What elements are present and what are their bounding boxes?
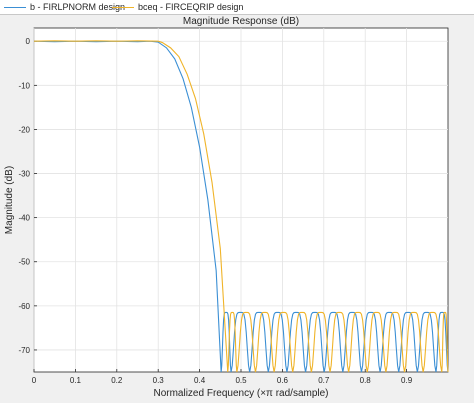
legend-label-b: b - FIRLPNORM design [30,2,126,12]
series-line-b [33,40,449,373]
legend: b - FIRLPNORM design bceq - FIRCEQRIP de… [0,0,474,15]
y-axis-label: Magnitude (dB) [4,166,15,234]
legend-swatch-b [4,6,26,8]
legend-item-b[interactable]: b - FIRLPNORM design [4,1,125,13]
y-tick-label: -70 [18,346,30,355]
x-tick-label: 0.8 [360,376,372,385]
y-tick-label: 0 [26,37,31,46]
legend-item-bceq[interactable]: bceq - FIRCEQRIP design [112,1,243,13]
series-lines [33,40,449,373]
x-tick-label: 0 [32,376,37,385]
x-tick-label: 0.9 [401,376,413,385]
x-tick-label: 0.4 [194,376,206,385]
y-tick-label: -60 [18,302,30,311]
grid [33,28,448,372]
x-tick-label: 0.1 [70,376,82,385]
y-tick-label: -40 [18,214,30,223]
legend-label-bceq: bceq - FIRCEQRIP design [138,2,244,12]
y-tick-label: -50 [18,258,30,267]
y-tick-label: -30 [18,170,30,179]
y-tick-label: -20 [18,125,30,134]
axis-ticks: 0 0.1 0.2 0.3 0.4 0.5 0.6 0.7 0.8 0.9 0 -10 -20 -30 -4… [18,37,412,385]
chart-title: Magnitude Response (dB) [183,16,299,27]
legend-swatch-bceq [112,6,134,8]
x-tick-label: 0.2 [111,376,123,385]
x-axis-label: Normalized Frequency (×π rad/sample) [153,388,328,399]
series-line-bceq [33,40,449,373]
x-tick-label: 0.7 [318,376,330,385]
x-tick-label: 0.5 [235,376,247,385]
y-tick-label: -10 [18,81,30,90]
x-tick-label: 0.6 [277,376,289,385]
x-tick-label: 0.3 [153,376,165,385]
